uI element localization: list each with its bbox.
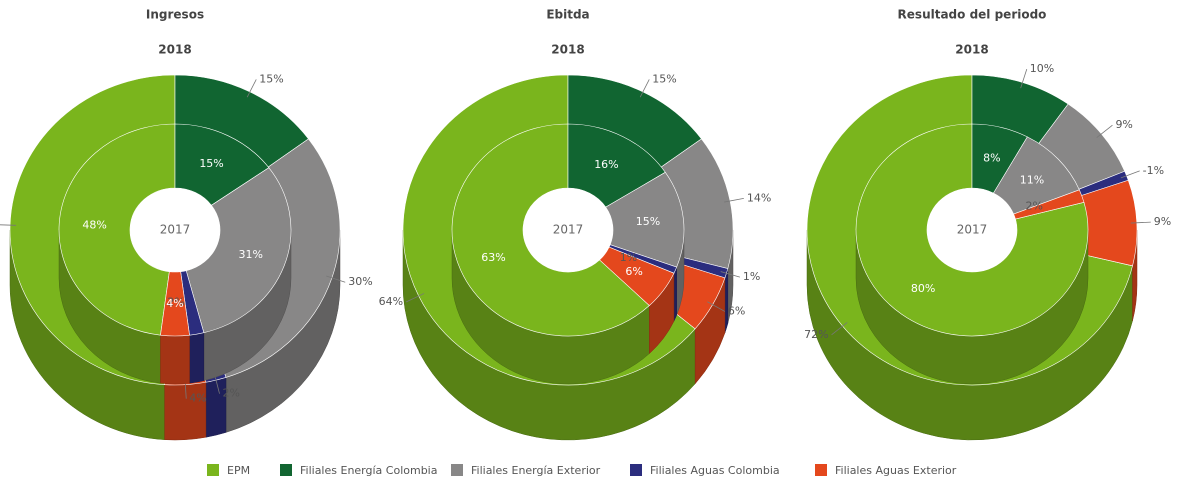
slice-side [160,334,190,385]
legend-label: EPM [227,464,250,477]
slice [174,123,270,206]
legend-label: Filiales Aguas Exterior [835,464,957,477]
leader-line [639,79,650,98]
leader-line [707,301,726,312]
leader-line [405,293,425,303]
ring-labels: 63% 16% 15% 1%6% [481,158,660,278]
center-label: 2017 [160,223,191,237]
legend-swatch [207,464,219,476]
chart-subtitle: 2018 [551,43,584,57]
leader-line [246,79,257,98]
value-label: 10% [1030,62,1054,75]
chart-title: Resultado del periodo [898,8,1047,22]
ring-labels: 49%15%30%2%4% [0,72,373,405]
value-label: 6% [728,304,745,317]
value-label: 9% [1154,215,1171,228]
ring-sides [451,229,685,385]
slice [599,246,675,306]
ring-tops [855,123,1089,337]
legend-label: Filiales Energía Colombia [300,464,437,477]
slice-side [673,267,677,322]
value-label: 80% [911,282,935,295]
value-label: -1% [1143,164,1164,177]
value-label: 72% [804,328,828,341]
leader-line [720,271,741,278]
value-label: 2% [223,387,240,400]
legend-label: Filiales Aguas Colombia [650,464,780,477]
ring-labels: 64%15%14%1%6% [379,72,772,317]
value-label: 14% [747,191,771,204]
chart-subtitle: 2018 [158,43,191,57]
chart-title: Ebitda [546,8,589,22]
ring-labels: 48% 15% 31% 2%4% [82,157,263,310]
leader-line [0,224,17,226]
value-label: 15% [199,157,223,170]
value-label: 11% [1020,174,1044,187]
value-label: 15% [636,215,660,228]
slice [855,123,1089,337]
leader-line [831,322,848,336]
leader-line [724,197,744,203]
slice-side [724,268,729,333]
value-label: 1% [620,251,637,264]
value-label: 30% [348,275,372,288]
value-label: 48% [82,218,106,231]
donut-chart: Ingresos201849%15%30%2%4%48%15%31%2%4%20… [0,8,373,441]
value-label: 64% [379,295,403,308]
ring-labels: 80% 8% 11% 2% [911,151,1044,294]
ring-sides [402,229,734,441]
value-label: 6% [625,265,642,278]
value-label: 31% [239,248,263,261]
value-label: 15% [259,72,283,85]
center-label: 2017 [553,223,584,237]
ring-tops [451,123,685,337]
legend-swatch [280,464,292,476]
value-label: 15% [652,72,676,85]
legend-label: Filiales Energía Exterior [471,464,601,477]
slice [160,271,190,337]
value-label: 2% [1026,199,1043,212]
legend-swatch [815,464,827,476]
value-label: 1% [743,270,760,283]
leader-line [326,275,346,283]
value-label: 8% [983,151,1000,164]
slice [58,123,176,336]
donut-chart: Resultado del periodo 2018 72% 10% 9% -1% 9% 80… [804,8,1171,441]
ring-sides [9,229,341,441]
leader-line [1020,68,1028,89]
value-label: 16% [594,158,618,171]
slice [451,123,650,337]
value-label: 4% [166,297,183,310]
slice [605,171,685,268]
slice-side [189,332,205,384]
value-label: 9% [1115,118,1132,131]
chart-subtitle: 2018 [955,43,988,57]
ring-tops [58,123,292,337]
value-label: 63% [481,251,505,264]
value-label: 4% [189,392,206,405]
legend-swatch [630,464,642,476]
slice [1013,189,1085,220]
leader-line [1096,124,1113,138]
center-label: 2017 [957,223,988,237]
leader-line [1130,221,1151,224]
legend-swatch [451,464,463,476]
ring-labels: 72% 10% 9% -1% 9% [804,62,1171,341]
chart-title: Ingresos [146,8,204,22]
value-label: 2% [167,296,184,309]
slice [185,167,292,334]
leader-line [1120,170,1140,179]
